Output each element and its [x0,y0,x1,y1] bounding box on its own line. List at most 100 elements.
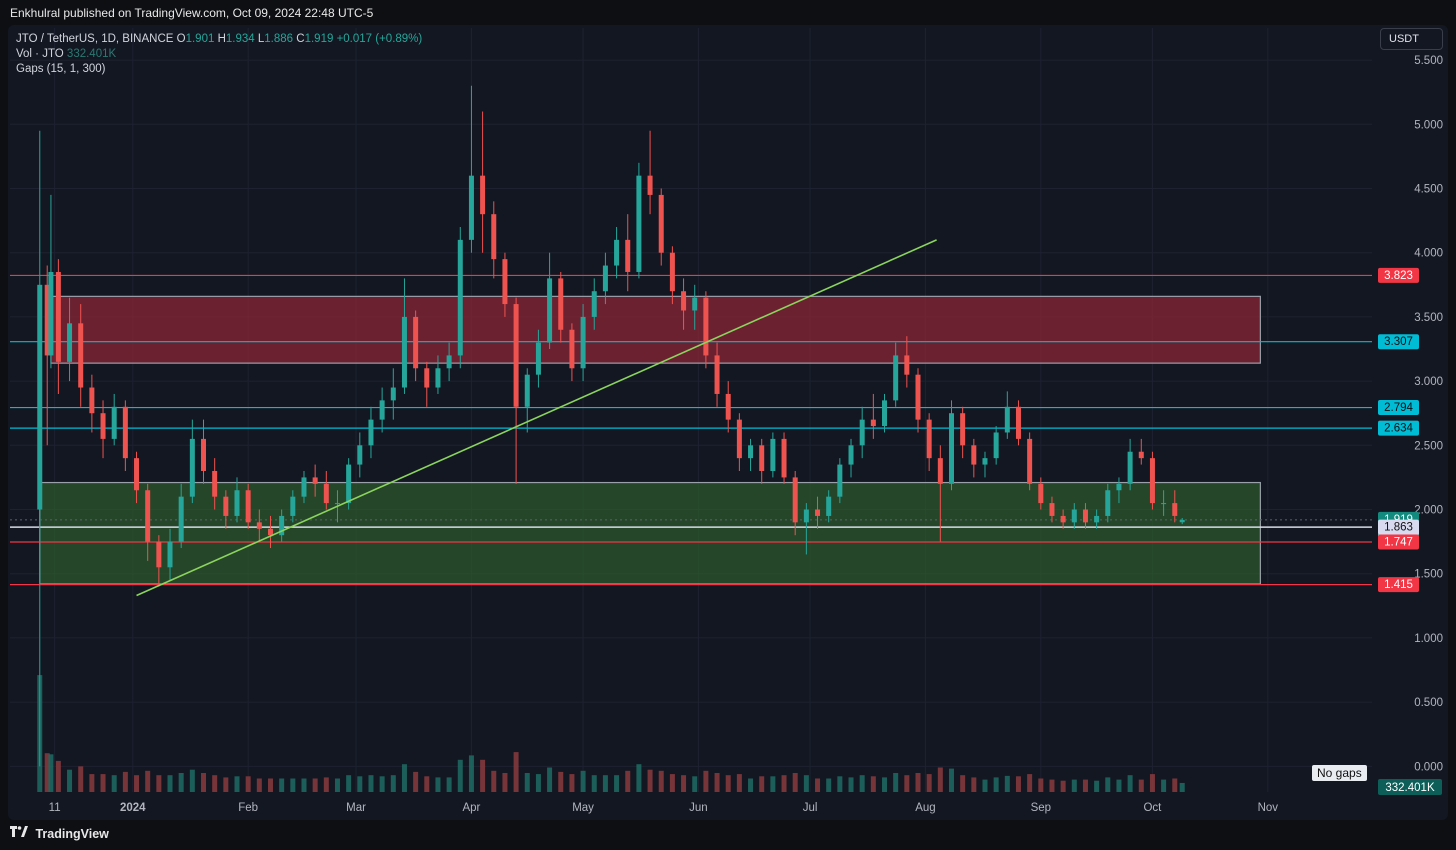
volume-bar [413,771,419,792]
candle-body [111,406,117,439]
volume-bar [602,775,608,792]
volume-bar [44,753,50,792]
x-tick-label: Feb [238,802,258,814]
candle-body [48,271,54,356]
volume-bar [1082,779,1088,792]
candle [301,470,307,504]
y-tick-label: 3.000 [1414,376,1443,388]
candle [145,483,151,561]
volume-bar [480,759,486,792]
candle-body [982,458,988,465]
candle [223,490,229,529]
candle-body [1161,503,1167,505]
candle-body [279,515,285,536]
candle-body [234,490,240,516]
x-tick-label: Apr [462,802,480,814]
volume-bar [346,775,352,792]
volume-bar [759,776,765,792]
volume-bar [815,778,821,792]
volume-bar [357,776,363,792]
candle [78,304,84,407]
price-label: 3.823 [1378,267,1419,283]
volume-bar [971,777,977,792]
footer-brand[interactable]: TradingView [10,826,109,841]
candle [1116,477,1122,504]
legend-gaps-row[interactable]: Gaps (15, 1, 300) [16,62,422,77]
candle-body [1149,458,1155,504]
candle-body [1049,503,1055,516]
volume-bar [267,778,273,792]
price-label-text: 1.863 [1384,522,1413,534]
volume-bar [937,767,943,792]
candle [882,393,888,433]
legend-high-value: 1.934 [225,33,255,45]
volume-bar [245,776,251,792]
candle-body [468,175,474,240]
candle-body [993,432,999,459]
candle-body [736,419,742,459]
candle-body [1105,490,1111,516]
volume-bar [837,776,843,792]
volume-bar [401,764,407,792]
price-label-bg [1378,534,1419,550]
candle-body [145,490,151,542]
candle [122,400,128,471]
x-tick-label: 2024 [120,802,146,814]
candle-body [636,175,642,272]
candle [703,291,709,369]
volume-bar [1071,779,1077,792]
candle-body [368,419,374,446]
candle-body [748,445,754,459]
legend-symbol[interactable]: JTO / TetherUS, 1D, BINANCE [16,33,174,45]
candle [111,393,117,446]
candle-body [245,490,251,523]
candle-body [703,297,709,356]
volume-bar [178,773,184,792]
volume-bar [926,774,932,792]
candle-body [625,239,631,272]
candle-body [647,175,653,195]
volume-label-text: 332.401K [1385,782,1435,794]
volume-bar [48,754,54,792]
candle [569,323,575,382]
volume-bar [435,777,441,792]
x-tick-label: Nov [1258,802,1279,814]
price-label: 2.634 [1378,420,1419,436]
volume-bar [647,769,653,792]
volume-bar [446,777,452,792]
y-tick-label: 0.000 [1414,761,1443,773]
price-label-text: 3.307 [1384,336,1413,348]
candle-body [290,496,296,516]
candle [1015,400,1021,446]
candle [379,387,385,433]
candle [658,188,664,266]
candle [491,201,497,279]
candle [1179,517,1185,525]
volume-bar [223,777,229,792]
volume-bar [982,779,988,792]
candle-body [1060,515,1066,523]
candle [1060,509,1066,529]
currency-button[interactable]: USDT [1380,28,1443,50]
candle-body [267,528,273,536]
candle-body [725,393,731,420]
candle-body [256,522,262,529]
candle [815,496,821,529]
candle [323,470,329,510]
volume-bar [334,778,340,792]
candle-body [558,278,564,330]
candle [602,252,608,305]
volume-bar [781,775,787,792]
candle [669,246,675,305]
candle [748,438,754,471]
legend-volume-row[interactable]: Vol · JTO 332.401K [16,47,422,62]
candle-body [580,316,586,369]
candle-body [390,387,396,401]
candle-body [1004,406,1010,433]
volume-bar [803,775,809,792]
candle-body [714,355,720,394]
candle [770,432,776,478]
published-text: Enkhulral published on TradingView.com, … [10,6,374,20]
candle [692,284,698,330]
